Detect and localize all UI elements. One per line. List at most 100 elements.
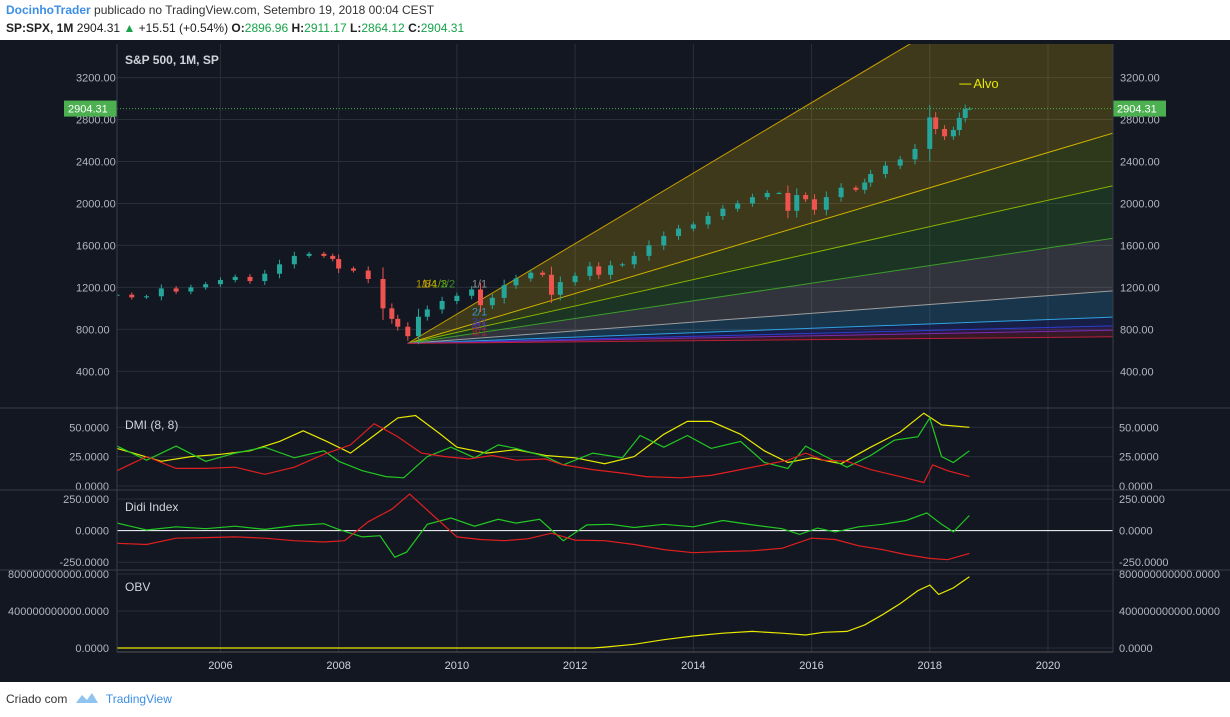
candle-body (631, 255, 637, 265)
candle-body (144, 296, 150, 298)
candle-body (764, 192, 770, 198)
gann-fan-line (407, 336, 1113, 344)
gann-fan-label: 8/1 (472, 326, 487, 338)
candle-body (217, 280, 223, 285)
candle-body (557, 282, 563, 295)
gann-fan-line (407, 44, 911, 344)
open-label: O: (231, 21, 245, 35)
chart-canvas[interactable]: 2006 2008 2010 2012 2014 2016 2018 2020 400.00 40… (0, 40, 1230, 682)
candle-body (454, 295, 460, 302)
indicator-tick-right: 0.0000 (1119, 481, 1153, 493)
chart-background (0, 40, 1230, 682)
indicator-tick-left: 0.0000 (75, 643, 109, 655)
indicator-tick-left: 0.0000 (75, 526, 109, 538)
candle-body (232, 276, 238, 281)
candle-body (596, 266, 602, 275)
candle-body (380, 278, 386, 309)
indicator-tick-right: 0.0000 (1119, 526, 1153, 538)
candle-body (489, 297, 495, 306)
candle-body (587, 266, 593, 276)
y-tick-label-right: 2800.00 (1120, 115, 1160, 127)
candle-body (897, 159, 903, 166)
low-label: L: (350, 21, 362, 35)
candle-body (838, 187, 844, 198)
high-value: 2911.17 (304, 21, 347, 35)
candle-body (528, 272, 534, 279)
x-tick-label: 2008 (326, 660, 350, 672)
indicator-series-line (116, 422, 970, 484)
candle-body (158, 288, 164, 297)
candle-body (262, 273, 268, 282)
x-tick-label: 2006 (208, 660, 232, 672)
indicator-tick-right: 25.0000 (1119, 452, 1159, 464)
indicator-tick-right: 50.0000 (1119, 422, 1159, 434)
change-value: +15.51 (+0.54%) (138, 21, 229, 35)
indicator-series-line (116, 412, 970, 465)
y-tick-label-right: 2000.00 (1120, 198, 1160, 210)
candle-body (912, 148, 918, 160)
close-label: C: (408, 21, 421, 35)
y-tick-label-left: 2400.00 (76, 156, 116, 168)
candle-body (927, 117, 933, 149)
indicator-tick-left: 250.0000 (63, 494, 109, 506)
candle-body (424, 309, 430, 317)
indicator-tick-left: 400000000000.0000 (8, 606, 109, 618)
price-pane-title: S&P 500, 1M, SP (125, 53, 219, 67)
candle-body (811, 199, 817, 210)
candle-body (868, 174, 874, 183)
x-tick-label: 2020 (1036, 660, 1060, 672)
gann-fan-label: 1/4 (422, 278, 437, 290)
candle-body (306, 253, 312, 256)
candle-body (803, 195, 809, 200)
candles (117, 104, 972, 345)
candle-body (277, 264, 283, 274)
gann-fan-label: 1/2 (440, 278, 455, 290)
candle-body (350, 268, 356, 271)
footer: Criado com TradingView (6, 691, 172, 706)
tradingview-link[interactable]: TradingView (105, 692, 172, 706)
x-tick-label: 2018 (918, 660, 942, 672)
candle-body (203, 284, 209, 288)
indicator-tick-left: -250.0000 (59, 557, 109, 569)
candle-body (415, 316, 421, 337)
gann-fan-label: 2/1 (472, 306, 487, 318)
change-arrow: ▲ (123, 21, 136, 35)
candle-body (540, 272, 546, 275)
candle-body (950, 130, 956, 137)
candle-body (478, 289, 484, 306)
y-tick-label-right: 1200.00 (1120, 282, 1160, 294)
author-name[interactable]: DocinhoTrader (6, 3, 91, 17)
candle-body (735, 203, 741, 209)
ohlc-line: SP:SPX, 1M 2904.31 ▲ +15.51 (+0.54%) O:2… (6, 21, 464, 35)
candle-body (389, 308, 395, 319)
candle-body (962, 109, 968, 118)
candle-body (173, 288, 179, 292)
gann-fan-line (407, 290, 1113, 344)
candle-body (405, 326, 411, 337)
candle-body (330, 255, 336, 260)
candle-body (749, 197, 755, 204)
y-tick-label-right: 2400.00 (1120, 156, 1160, 168)
created-label: Criado com (6, 692, 68, 706)
candle-body (572, 275, 578, 283)
candle-body (676, 228, 682, 236)
gann-fan-line (407, 325, 1113, 344)
candle-body (117, 294, 120, 296)
y-tick-label-left: 3200.00 (76, 73, 116, 85)
gann-fan-label: 1/1 (472, 278, 487, 290)
candle-body (823, 197, 829, 210)
candle-body (513, 278, 519, 286)
candle-body (439, 301, 445, 310)
y-tick-label-left: 1600.00 (76, 240, 116, 252)
indicator-series-line (116, 416, 970, 479)
candle-body (501, 285, 507, 298)
candle-body (291, 255, 297, 265)
candle-body (129, 294, 135, 298)
candle-body (862, 182, 868, 190)
candle-body (705, 216, 711, 225)
candle-body (336, 259, 342, 269)
candle-body (942, 128, 948, 137)
published-text: publicado no TradingView.com, Setembro 1… (94, 3, 435, 17)
candle-body (794, 195, 800, 211)
last-price-label-right: 2904.31 (1117, 104, 1157, 116)
